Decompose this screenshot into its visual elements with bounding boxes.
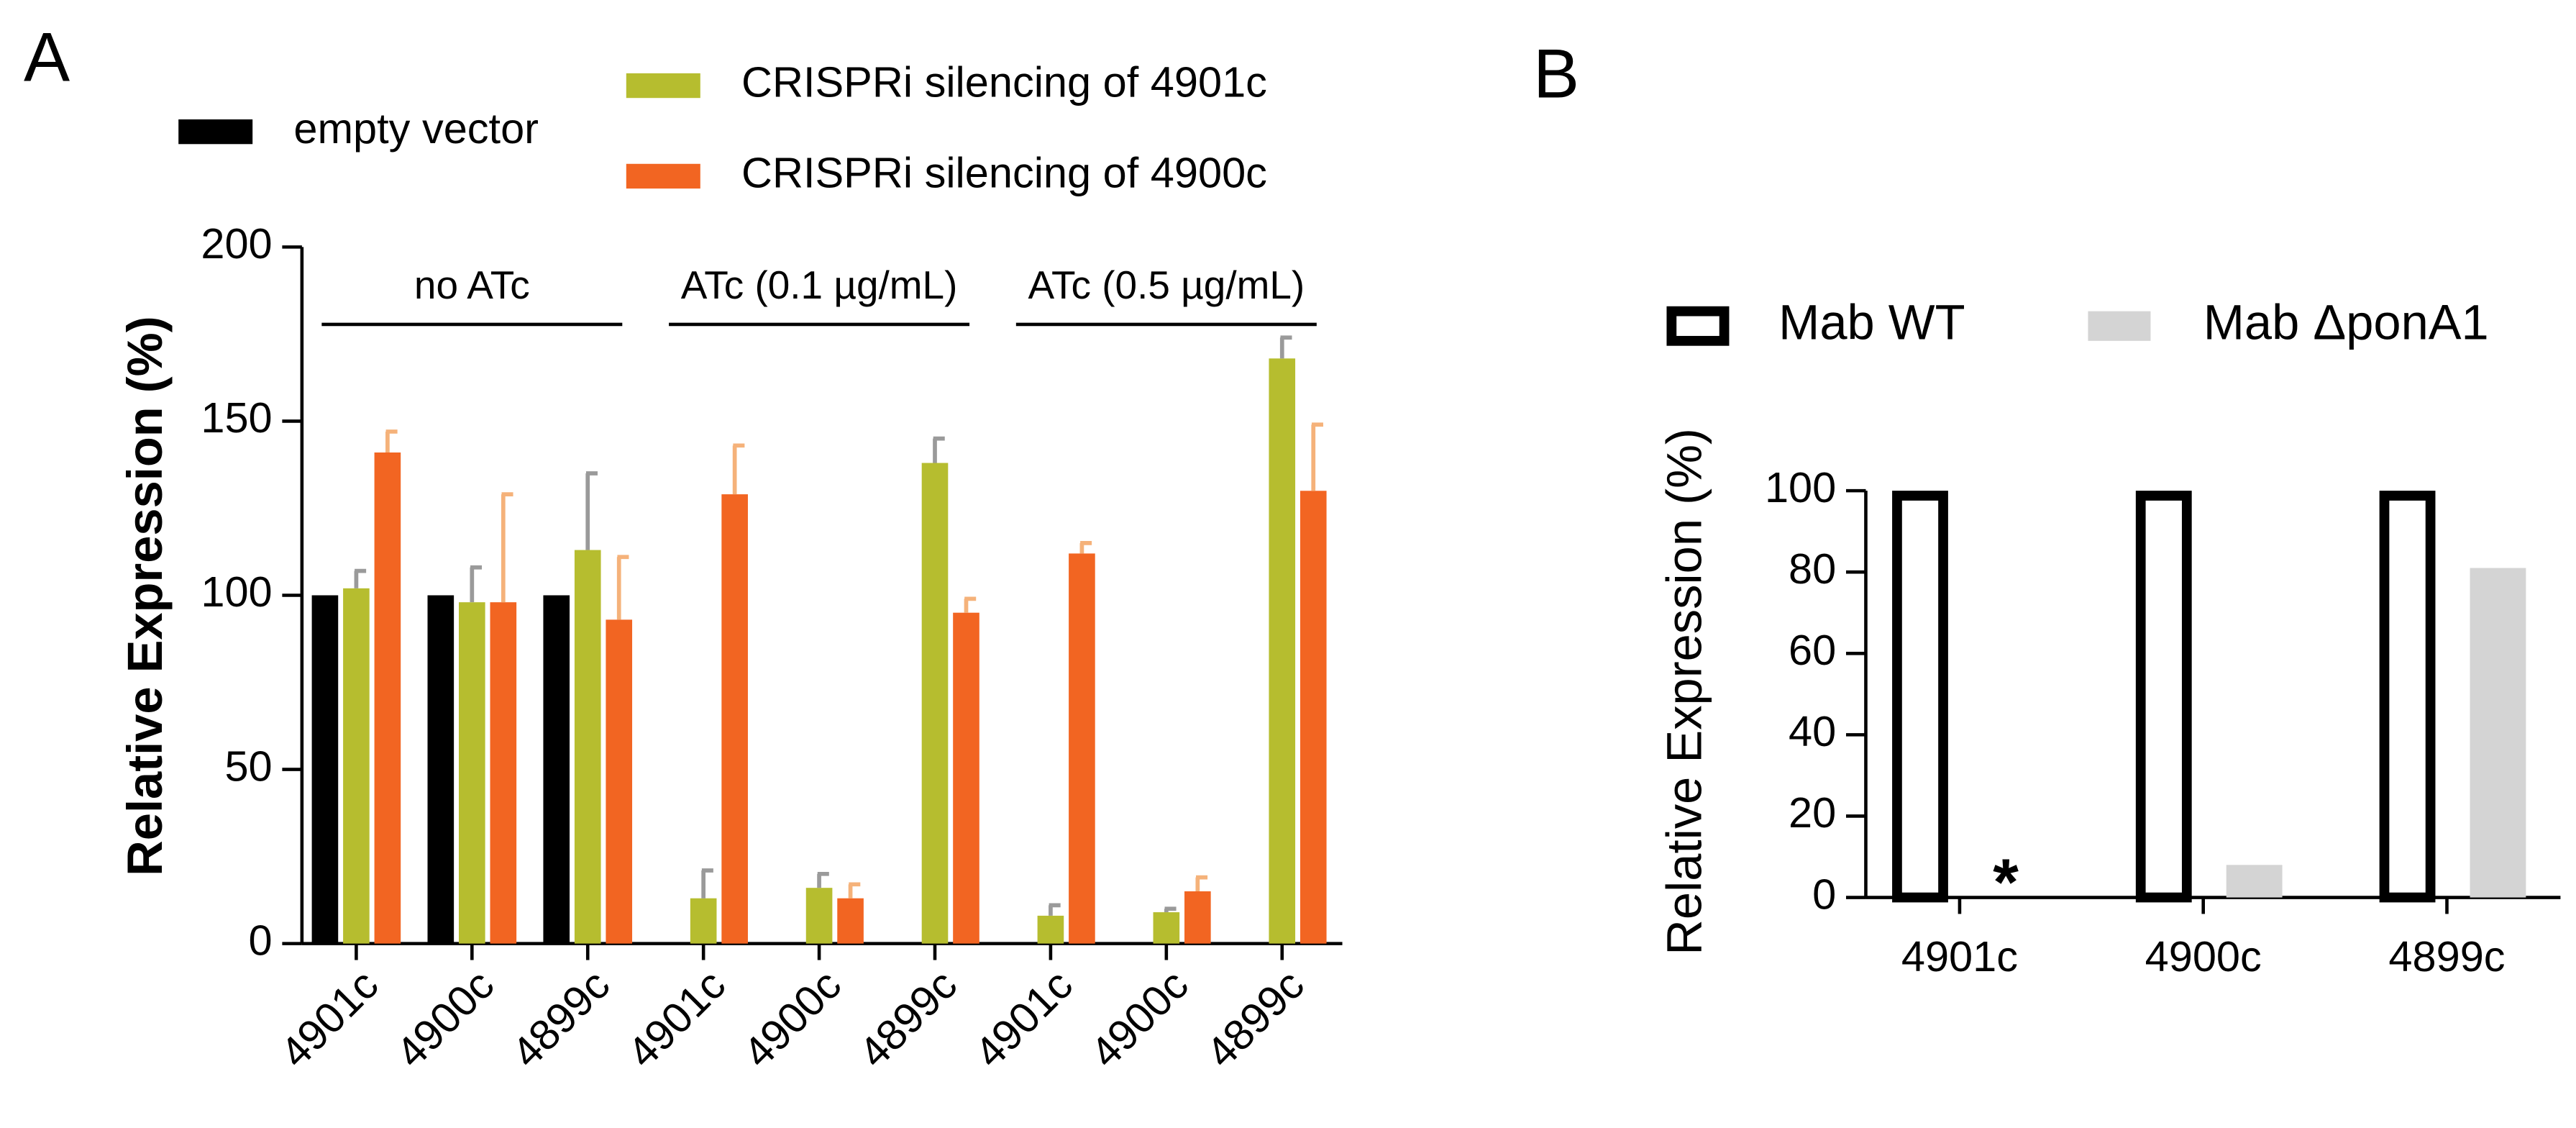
x-tick-label: 4899c (2388, 932, 2505, 981)
bar (2135, 491, 2192, 903)
x-tick-label: 4901c (271, 960, 388, 1077)
x-tick-label: 4901c (618, 960, 734, 1077)
x-tick-label: 4901c (1901, 932, 2018, 981)
bar (490, 602, 517, 944)
legend-label: CRISPRi silencing of 4901c (741, 58, 1267, 106)
bar (343, 588, 370, 944)
y-tick-label: 0 (249, 916, 273, 964)
group-label: ATc (0.1 µg/mL) (681, 263, 958, 307)
bar (953, 612, 979, 944)
bar (1269, 358, 1296, 944)
bar (311, 595, 339, 944)
bar (2470, 568, 2526, 898)
legend-swatch (626, 163, 700, 189)
annotation: * (1993, 846, 2019, 919)
x-tick-label: 4901c (965, 960, 1082, 1077)
bar (374, 452, 401, 944)
bar (2379, 491, 2436, 903)
y-axis-title: Relative Expression (%) (117, 316, 173, 875)
bar (1184, 891, 1211, 944)
x-tick-label: 4899c (502, 960, 618, 1077)
y-tick-label: 50 (224, 742, 272, 790)
x-tick-label: 4900c (386, 960, 503, 1077)
y-tick-label: 100 (1765, 463, 1836, 511)
bar (574, 550, 601, 944)
legend-label: Mab WT (1778, 294, 1965, 350)
bar (721, 494, 748, 944)
legend-label: empty vector (293, 104, 539, 153)
y-tick-label: 60 (1789, 626, 1836, 674)
legend-swatch (626, 73, 700, 99)
y-tick-label: 40 (1789, 707, 1836, 755)
bar (1300, 491, 1327, 944)
x-tick-label: 4899c (849, 960, 966, 1077)
y-tick-label: 100 (201, 568, 272, 616)
legend-swatch (1666, 306, 1730, 346)
legend-label: CRISPRi silencing of 4900c (741, 149, 1267, 197)
group-label: ATc (0.5 µg/mL) (1028, 263, 1305, 307)
bar (837, 898, 864, 944)
x-tick-label: 4899c (1197, 960, 1313, 1077)
bar (606, 619, 633, 944)
y-tick-label: 0 (1812, 870, 1836, 918)
panel-letter: B (1533, 35, 1579, 112)
y-tick-label: 150 (201, 394, 272, 442)
bar (459, 602, 485, 944)
x-tick-label: 4900c (734, 960, 850, 1077)
y-tick-label: 20 (1789, 788, 1836, 837)
x-tick-label: 4900c (1081, 960, 1197, 1077)
bar (1037, 915, 1064, 944)
bar (2226, 865, 2283, 898)
panel-letter: A (24, 19, 70, 96)
bar (1069, 553, 1095, 944)
bar (1153, 912, 1180, 944)
group-label: no ATc (414, 263, 530, 307)
bar (543, 595, 570, 944)
bar (427, 595, 455, 944)
legend-swatch (2088, 311, 2151, 341)
bar (805, 888, 833, 944)
bar (690, 898, 717, 944)
y-axis-title: Relative Expression (%) (1656, 428, 1712, 955)
bar (921, 463, 949, 944)
x-tick-label: 4900c (2145, 932, 2262, 981)
legend-label: Mab ΔponA1 (2203, 294, 2489, 350)
y-tick-label: 200 (201, 219, 272, 268)
bar (1892, 491, 1948, 903)
y-tick-label: 80 (1789, 545, 1836, 593)
legend-swatch (178, 119, 253, 145)
